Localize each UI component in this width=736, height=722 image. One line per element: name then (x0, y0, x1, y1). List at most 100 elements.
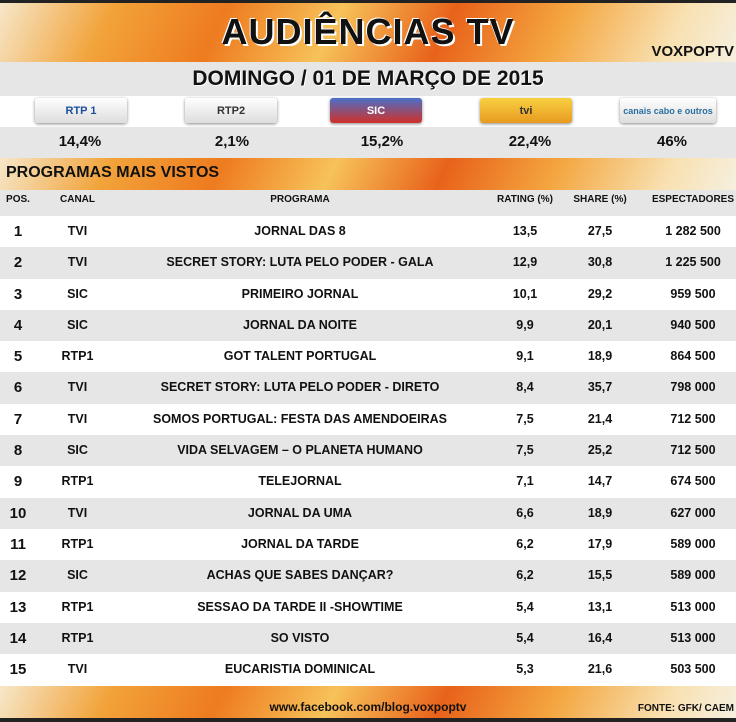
table-row: 5 RTP1 GOT TALENT PORTUGAL 9,1 18,9 864 500 (0, 341, 736, 372)
col-rating: RATING (%) (497, 194, 553, 205)
cell-programa: JORNAL DA UMA (247, 505, 353, 520)
cell-programa: SESSAO DA TARDE II -SHOWTIME (197, 599, 403, 614)
brand-label: VOXPOPTV (651, 43, 734, 60)
cell-rating: 7,5 (516, 443, 534, 458)
cell-pos: 1 (13, 223, 23, 240)
cell-share: 14,7 (587, 474, 613, 489)
cell-canal: TVI (67, 505, 88, 520)
table-row: 6 TVI SECRET STORY: LUTA PELO PODER - DIRE… (0, 372, 736, 404)
cell-espectadores: 503 500 (670, 662, 716, 677)
cell-pos: 11 (10, 535, 26, 553)
cell-pos: 8 (13, 442, 23, 460)
cell-pos: 7 (13, 410, 23, 428)
cell-share: 27,5 (587, 224, 613, 238)
rtp2-logo: RTP2 (185, 98, 277, 123)
cell-programa: JORNAL DA TARDE (241, 536, 359, 551)
col-pos: POS. (6, 194, 30, 205)
cell-espectadores: 712 500 (670, 443, 716, 458)
section-title: PROGRAMAS MAIS VISTOS (6, 164, 220, 181)
cell-canal: SIC (67, 317, 88, 332)
cell-espectadores: 513 000 (670, 599, 716, 614)
cell-espectadores: 589 000 (670, 536, 716, 551)
cell-canal: RTP1 (61, 599, 94, 614)
cell-pos: 12 (9, 567, 27, 585)
cell-pos: 3 (13, 285, 23, 303)
cell-programa: SECRET STORY: LUTA PELO PODER - GALA (166, 255, 434, 270)
rtp1-share: 14,4% (58, 133, 102, 150)
cell-share: 18,9 (587, 505, 613, 520)
cell-share: 29,2 (587, 286, 613, 301)
cell-espectadores: 589 000 (670, 568, 716, 583)
table-row: 4 SIC JORNAL DA NOITE 9,9 20,1 940 500 (0, 309, 736, 342)
cell-rating: 6,2 (516, 536, 534, 551)
table-header: POS. CANAL PROGRAMA RATING (%) SHARE (%)… (0, 190, 736, 216)
cell-rating: 8,4 (516, 380, 534, 395)
cell-espectadores: 940 500 (670, 317, 716, 332)
cell-pos: 2 (13, 254, 23, 272)
cell-share: 30,8 (587, 255, 613, 270)
cell-rating: 7,5 (516, 411, 534, 426)
table-row: 12 SIC ACHAS QUE SABES DANÇAR? 6,2 15,5 589 0… (0, 560, 736, 592)
cell-rating: 9,9 (516, 317, 534, 332)
cell-espectadores: 959 500 (670, 286, 716, 301)
table-row: 2 TVI SECRET STORY: LUTA PELO PODER - GALA… (0, 247, 736, 279)
cell-share: 17,9 (587, 536, 613, 551)
cell-programa: ACHAS QUE SABES DANÇAR? (206, 568, 394, 583)
channel-shares: 14,4% 2,1% 15,2% 22,4% 46% (0, 127, 736, 158)
cell-rating: 13,5 (512, 224, 538, 238)
cell-programa: EUCARISTIA DOMINICAL (224, 662, 376, 677)
cell-programa: GOT TALENT PORTUGAL (223, 349, 377, 364)
cell-share: 18,9 (587, 349, 613, 364)
cell-share: 21,4 (587, 411, 613, 426)
cell-share: 25,2 (587, 443, 613, 458)
cell-espectadores: 627 000 (670, 505, 716, 520)
cell-share: 15,5 (587, 568, 613, 583)
cell-canal: TVI (67, 224, 88, 238)
cell-rating: 10,1 (512, 286, 538, 301)
col-programa: PROGRAMA (270, 194, 330, 205)
sic-share: 15,2% (360, 133, 404, 150)
cell-programa: TELEJORNAL (258, 474, 342, 489)
cell-canal: RTP1 (61, 536, 94, 551)
cell-canal: RTP1 (61, 630, 94, 645)
cabo-logo: canais cabo e outros (620, 98, 716, 123)
section-banner: PROGRAMAS MAIS VISTOS (0, 158, 736, 190)
table-row: 13 RTP1 SESSAO DA TARDE II -SHOWTIME 5,4 13,… (0, 592, 736, 623)
cell-share: 35,7 (587, 380, 613, 395)
cell-canal: RTP1 (61, 474, 94, 489)
table-row: 3 SIC PRIMEIRO JORNAL 10,1 29,2 959 500 (0, 279, 736, 310)
cell-share: 16,4 (587, 630, 613, 645)
cell-share: 21,6 (587, 662, 613, 677)
channel-logos: RTP 1 RTP2 SIC tvi canais cabo e outros (0, 96, 736, 127)
cell-programa: SO VISTO (270, 630, 330, 645)
cell-canal: TVI (67, 411, 88, 426)
date-label: DOMINGO / 01 DE MARÇO DE 2015 (0, 62, 736, 96)
cell-rating: 5,4 (516, 630, 534, 645)
cell-pos: 9 (13, 473, 23, 491)
cell-rating: 9,1 (516, 349, 534, 364)
cell-canal: TVI (67, 255, 88, 270)
cell-programa: SOMOS PORTUGAL: FESTA DAS AMENDOEIRAS (153, 411, 447, 426)
cell-espectadores: 712 500 (670, 411, 716, 426)
table-row: 8 SIC VIDA SELVAGEM – O PLANETA HUMANO 7,5 2… (0, 435, 736, 467)
tvi-share: 22,4% (508, 133, 552, 150)
sic-logo: SIC (330, 98, 422, 123)
cell-share: 13,1 (587, 599, 613, 614)
table-row: 11 RTP1 JORNAL DA TARDE 6,2 17,9 589 000 (0, 529, 736, 560)
cell-canal: SIC (67, 286, 88, 301)
cell-espectadores: 1 225 500 (665, 255, 721, 270)
table-row: 7 TVI SOMOS PORTUGAL: FESTA DAS AMENDOEIRA… (0, 404, 736, 435)
cell-share: 20,1 (587, 317, 613, 332)
cell-rating: 5,3 (516, 662, 534, 677)
header-banner: AUDIÊNCIAS TV VOXPOPTV (0, 0, 736, 62)
footer-banner: www.facebook.com/blog.voxpoptv FONTE: GF… (0, 686, 736, 722)
facebook-link[interactable]: www.facebook.com/blog.voxpoptv (269, 700, 467, 714)
cell-espectadores: 798 000 (670, 380, 716, 395)
cell-espectadores: 513 000 (670, 630, 716, 645)
cell-pos: 6 (13, 379, 23, 397)
table-row: 10 TVI JORNAL DA UMA 6,6 18,9 627 000 (0, 497, 736, 529)
cell-rating: 7,1 (516, 474, 534, 489)
rtp2-share: 2,1% (214, 133, 250, 150)
rtp1-logo: RTP 1 (35, 98, 127, 123)
cell-pos: 4 (13, 316, 23, 334)
